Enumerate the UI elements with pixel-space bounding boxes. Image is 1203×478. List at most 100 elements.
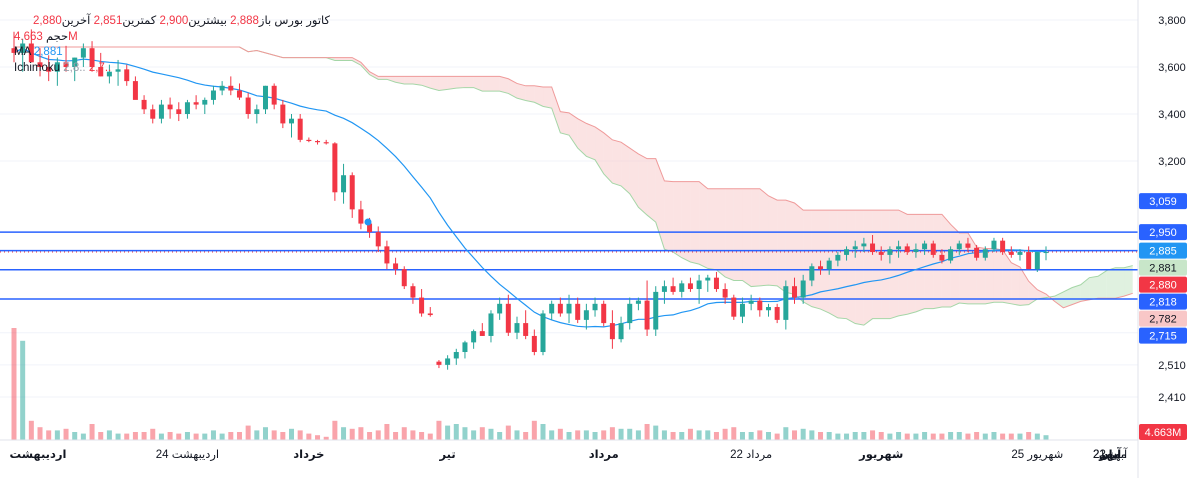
candle: [63, 45, 69, 72]
volume-bar: [176, 433, 182, 440]
y-tick-label: 3,400: [1158, 109, 1186, 121]
legend-ichimoku-v1: 2,8..: [63, 61, 86, 74]
volume-bar: [427, 433, 433, 440]
volume-bar: [1008, 433, 1014, 440]
legend-volume: حجم 4.663M: [14, 30, 330, 46]
volume-bar: [280, 432, 286, 440]
candle: [176, 102, 182, 122]
volume-bar: [254, 430, 260, 440]
candle: [479, 323, 485, 336]
y-tick-label: 2,410: [1158, 392, 1186, 404]
volume-bar: [523, 432, 529, 440]
candle: [705, 274, 711, 292]
volume-bar: [982, 433, 988, 440]
volume-bar: [826, 432, 832, 440]
candle: [167, 97, 173, 119]
legend-ohlc: كاتور بورس باز2,888 بیشترین2,900 کمترین2…: [10, 14, 330, 30]
volume-bar: [705, 430, 711, 440]
candle: [436, 360, 442, 369]
volume-bar: [37, 427, 43, 440]
candle: [739, 297, 745, 324]
axes: [0, 0, 1139, 478]
candle: [28, 29, 34, 63]
legend-open-label: باز: [258, 15, 272, 27]
volume-bar: [497, 432, 503, 440]
candle: [549, 300, 555, 320]
candle: [323, 139, 329, 145]
legend-volume-value: 4.663M: [14, 30, 78, 43]
volume-bar: [98, 432, 104, 440]
volume-bar: [670, 432, 676, 440]
svg-text:2,715: 2,715: [1149, 331, 1177, 343]
volume-bar: [349, 428, 355, 440]
x-tick-label: مهر: [1098, 449, 1121, 461]
candle: [566, 294, 572, 324]
volume-bar: [46, 430, 52, 440]
candle: [800, 274, 806, 304]
candle: [774, 303, 780, 324]
candle: [696, 274, 702, 304]
y-tick-label: 3,800: [1158, 15, 1186, 27]
volume-bar: [514, 430, 520, 440]
volume-bar: [618, 428, 624, 440]
candle: [289, 114, 295, 138]
volume-bar: [184, 432, 190, 440]
candle: [488, 310, 494, 343]
candle: [878, 246, 884, 261]
legend-ichimoku-label: Ichimoku: [14, 61, 61, 74]
volume-bar: [540, 424, 546, 440]
candle: [37, 48, 43, 77]
volume-bar: [332, 420, 338, 440]
candle: [158, 99, 164, 124]
volume-bar: [193, 433, 199, 440]
y-tick-label: 2,510: [1158, 360, 1186, 372]
candle: [219, 81, 225, 96]
svg-text:2,881: 2,881: [1149, 263, 1177, 275]
legend-ma-label: MA: [14, 46, 31, 58]
candle: [1034, 252, 1040, 272]
volume-bar: [1026, 432, 1032, 440]
volume-bar: [739, 432, 745, 440]
volume-bar: [679, 432, 685, 440]
candle: [852, 240, 858, 258]
price-badge: 2,950: [1139, 224, 1187, 241]
volume-bar: [54, 430, 60, 440]
volume-bar: [245, 425, 251, 440]
volume-bar: [106, 430, 112, 440]
candle: [427, 307, 433, 317]
x-tick-label: تیر: [439, 449, 456, 461]
candle: [991, 237, 997, 253]
volume-bar: [922, 432, 928, 440]
volume-bar: [80, 433, 86, 440]
candle: [575, 297, 581, 324]
volume-bar: [956, 432, 962, 440]
x-tick-label: 21 آبان: [1093, 447, 1128, 461]
volume-bar: [653, 425, 659, 440]
volume-bar: [306, 433, 312, 440]
volume-bar: [557, 428, 563, 440]
volume-bar: [592, 432, 598, 440]
volume-bar: [852, 432, 858, 440]
svg-text:2,782: 2,782: [1149, 314, 1177, 326]
candle: [965, 237, 971, 253]
volume-bar: [878, 432, 884, 440]
candle: [1043, 246, 1049, 261]
ichimoku-cloud: [14, 46, 1133, 326]
volume-bar: [887, 433, 893, 440]
candle: [930, 240, 936, 258]
volume-bar: [228, 432, 234, 440]
volume-bar: [800, 428, 806, 440]
candle: [1026, 246, 1032, 270]
volume-bar: [1043, 435, 1049, 440]
candle: [557, 297, 563, 317]
x-axis-ticks: اردیبهشت 24 اردیبهشت خرداد تیر مرداد 22 مرداد…: [10, 447, 1128, 462]
signal-dot: [364, 218, 372, 226]
candle: [523, 310, 529, 340]
volume-bar: [236, 432, 242, 440]
candle: [262, 85, 268, 114]
candle: [601, 300, 607, 327]
candle: [826, 257, 832, 275]
volume-bar: [948, 432, 954, 440]
candle: [670, 277, 676, 295]
